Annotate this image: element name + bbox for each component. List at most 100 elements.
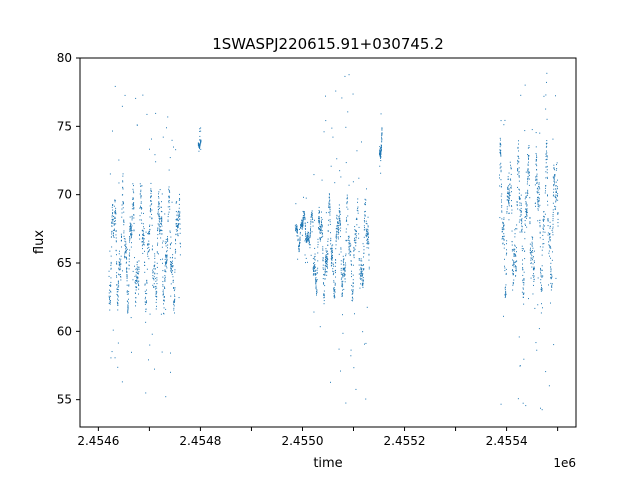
data-point [114, 357, 116, 359]
data-point [148, 232, 149, 234]
data-point [132, 205, 134, 207]
data-point [546, 143, 547, 145]
data-point [545, 177, 547, 179]
data-point [537, 277, 539, 279]
data-point [523, 296, 524, 298]
data-point [527, 181, 528, 183]
data-point [380, 148, 382, 150]
data-point [163, 313, 165, 315]
data-point [335, 228, 337, 230]
data-point [353, 367, 355, 369]
data-point [557, 218, 559, 220]
data-point [508, 203, 510, 205]
data-point [363, 220, 365, 222]
data-point [343, 268, 345, 270]
data-point [506, 249, 507, 251]
data-point [314, 247, 316, 249]
data-point [326, 259, 327, 261]
data-point [315, 286, 317, 288]
data-point [360, 274, 362, 276]
data-point [525, 224, 526, 226]
data-point [538, 185, 540, 187]
data-point [514, 244, 516, 246]
data-point [322, 235, 324, 237]
data-point [165, 262, 166, 264]
data-point [167, 240, 169, 242]
data-point [545, 185, 547, 187]
data-point [318, 216, 320, 218]
data-point [529, 222, 531, 224]
data-point [335, 234, 337, 236]
data-point [350, 349, 352, 351]
data-point [501, 201, 502, 203]
data-point [535, 179, 537, 181]
data-point [535, 178, 537, 180]
data-point [161, 233, 163, 235]
data-point [352, 293, 354, 295]
data-point [503, 233, 505, 235]
data-point [510, 173, 512, 175]
data-point [556, 186, 558, 188]
data-point [363, 252, 365, 254]
data-point [111, 351, 113, 353]
data-point [114, 220, 115, 222]
data-point [351, 293, 353, 295]
data-point [140, 189, 142, 191]
data-point [139, 215, 141, 217]
data-point [131, 219, 133, 221]
data-point [331, 251, 333, 253]
data-point [110, 290, 111, 292]
data-point [357, 201, 358, 203]
data-point [149, 313, 151, 315]
data-point [150, 182, 152, 184]
data-point [198, 143, 199, 145]
data-point [330, 237, 332, 239]
data-point [156, 293, 157, 295]
data-point [360, 278, 361, 280]
data-point [176, 223, 178, 225]
data-point [529, 249, 531, 251]
data-point [526, 214, 528, 216]
data-point [507, 196, 509, 198]
data-point [139, 234, 140, 236]
data-point [548, 385, 550, 387]
data-point [508, 188, 510, 190]
data-point [117, 304, 119, 306]
data-point [557, 212, 559, 214]
data-point [308, 240, 310, 242]
data-point [333, 287, 335, 289]
data-point [500, 151, 502, 153]
data-point [114, 85, 116, 87]
data-point [114, 223, 115, 225]
data-point [314, 266, 316, 268]
data-point [381, 138, 383, 140]
data-point [165, 396, 167, 398]
data-point [358, 264, 360, 266]
data-point [338, 204, 340, 206]
data-point [126, 274, 128, 276]
data-point [300, 223, 302, 225]
data-point [147, 255, 149, 257]
data-point [160, 259, 162, 261]
data-point [513, 255, 515, 257]
data-point [332, 270, 334, 272]
data-point [380, 153, 382, 155]
data-point [112, 130, 113, 132]
data-point [130, 230, 132, 232]
data-point [536, 156, 538, 158]
data-point [335, 236, 337, 238]
data-point [351, 276, 352, 278]
data-point [379, 152, 381, 154]
data-point [523, 271, 525, 273]
data-point [156, 296, 157, 298]
data-point [301, 219, 303, 221]
data-point [546, 118, 548, 120]
data-point [526, 183, 528, 185]
data-point [334, 284, 336, 286]
data-point [308, 232, 309, 234]
data-point [132, 270, 134, 272]
data-point [329, 210, 331, 212]
data-point [353, 239, 355, 241]
data-point [315, 279, 317, 281]
data-point [141, 222, 143, 224]
